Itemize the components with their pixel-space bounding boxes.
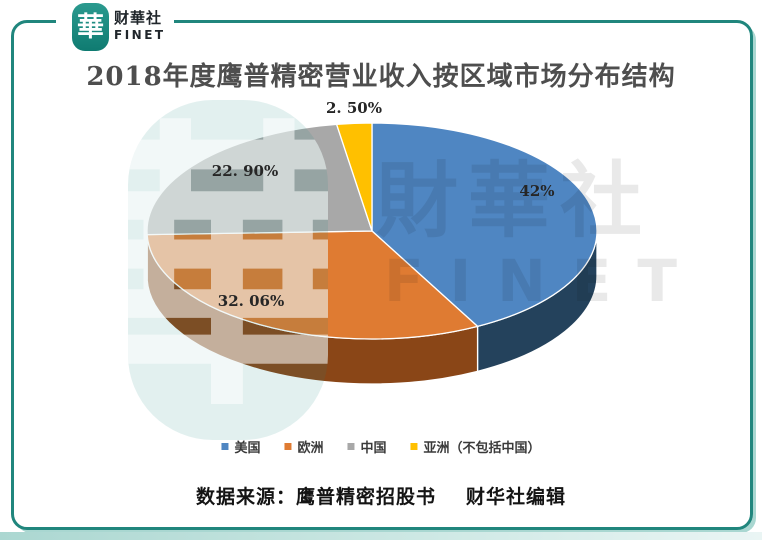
pie-slice-美国 [371,122,598,328]
page-border-frame [11,20,753,530]
data-label-asia: 2. 50% [325,99,383,117]
pie-slice-欧洲 [146,230,479,340]
legend-swatch-asia [410,443,418,450]
legend-label-china: 中国 [360,441,387,456]
legend-item-usa: 美国 [221,437,260,456]
data-label-china: 22. 90% [211,162,279,180]
finet-logo-glyph: 華 [77,11,104,43]
legend-label-usa: 美国 [234,441,261,456]
finet-logo: 華 [72,3,109,51]
brand-block: 财華社 FINET [114,9,166,42]
legend-swatch-usa [221,443,229,450]
legend-label-asia: 亚洲（不包括中国） [423,441,541,456]
bottom-accent-bar [0,532,762,540]
chart-legend: 美国 欧洲 中国 亚洲（不包括中国） [221,437,541,456]
brand-name: 财華社 [114,9,163,27]
legend-item-europe: 欧洲 [284,437,324,456]
legend-label-europe: 欧洲 [297,441,324,456]
source-label: 数据来源：鹰普精密招股书 [195,486,436,508]
legend-item-asia: 亚洲（不包括中国） [410,437,541,456]
source-note: 数据来源：鹰普精密招股书 财华社编辑 [0,482,762,509]
pie-slice-亚洲（不包括中国） [335,122,373,232]
pie-slice-中国 [146,123,373,236]
brand-subname: FINET [114,28,166,42]
chart-title: 2018年度鹰普精密营业收入按区域市场分布结构 [86,62,676,92]
legend-swatch-china [347,443,355,450]
source-credit: 财华社编辑 [466,486,567,508]
legend-swatch-europe [284,443,292,450]
data-label-europe: 32. 06% [217,292,285,310]
legend-item-china: 中国 [347,437,387,456]
data-label-usa: 42% [519,182,555,200]
